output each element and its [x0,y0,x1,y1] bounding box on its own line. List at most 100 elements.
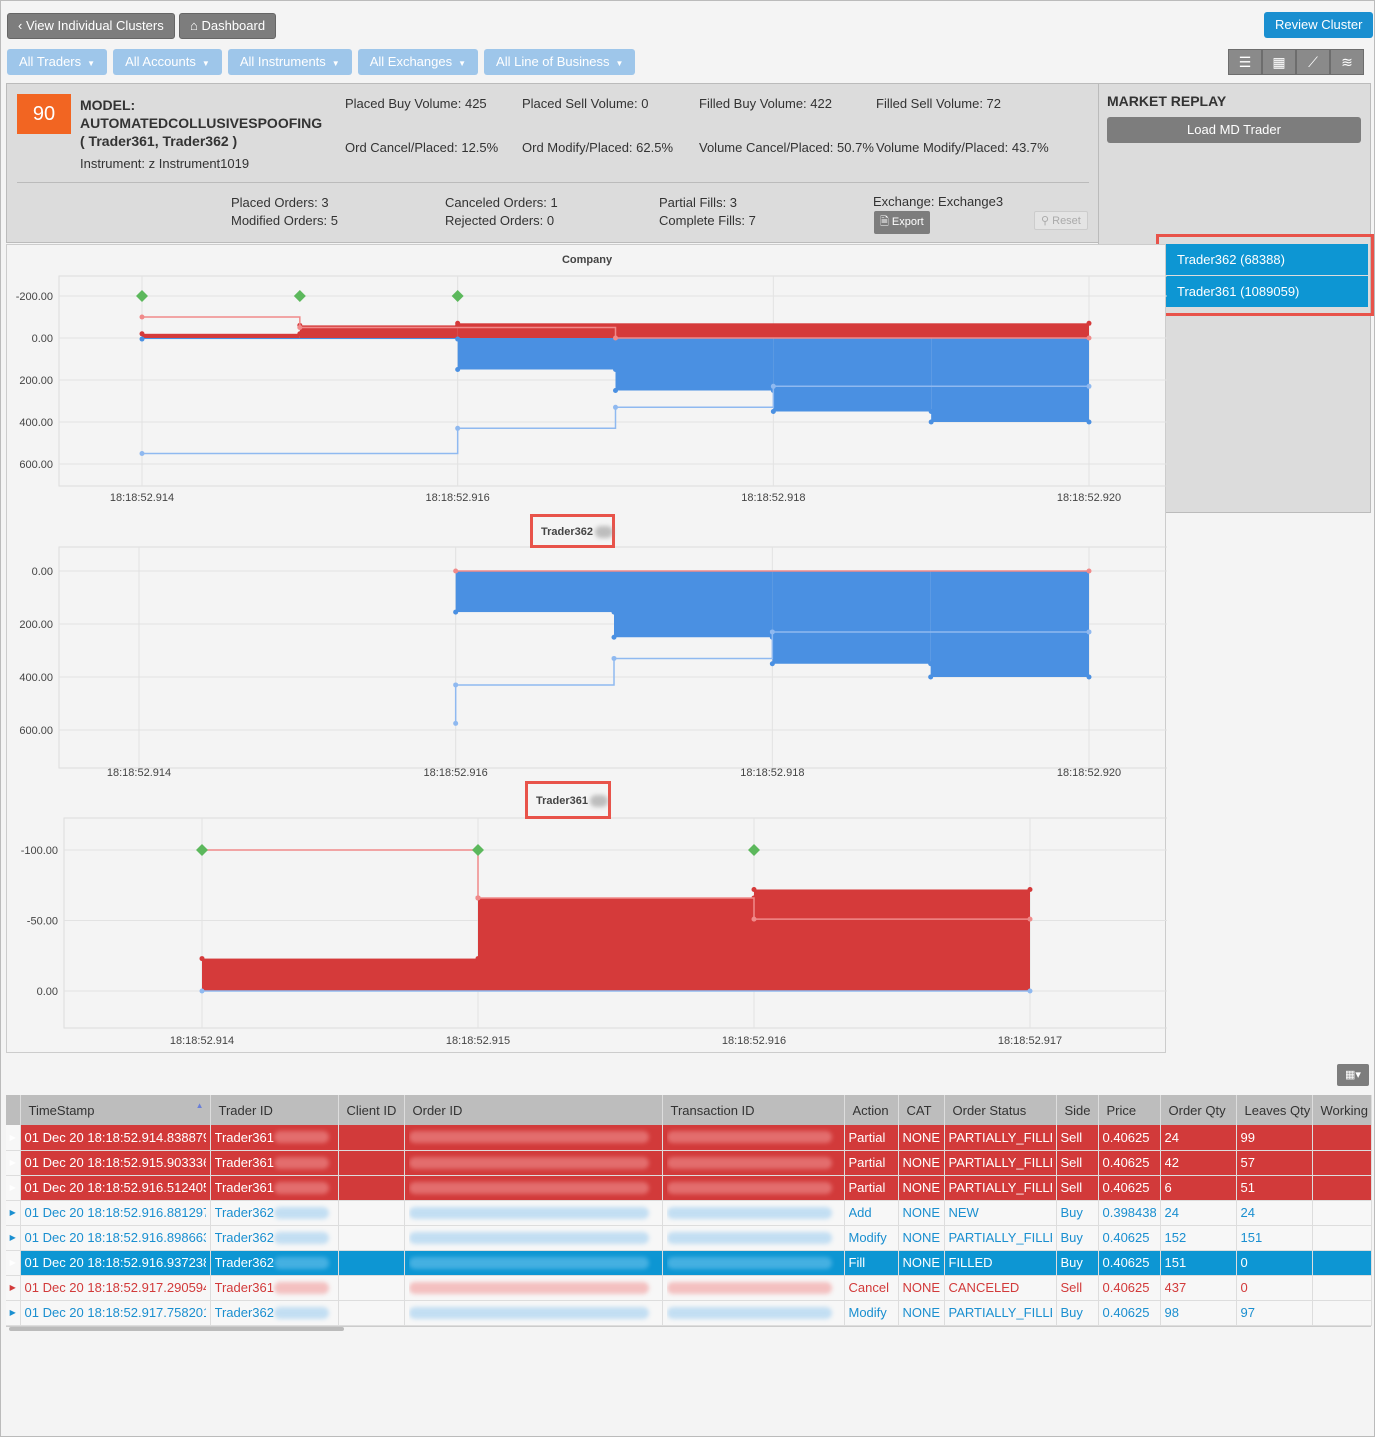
column-header[interactable]: Order Status [944,1095,1057,1125]
cell-content: Buy [1061,1201,1094,1225]
horizontal-scrollbar[interactable] [9,1327,344,1331]
stat: Modified Orders: 5 [231,213,338,228]
trader-item[interactable]: Trader361 (1089059) [1165,276,1368,307]
cell-order [404,1200,663,1226]
cell-content: Fill [849,1251,894,1275]
layers-icon[interactable]: ≋ [1330,49,1364,75]
x-tick-label: 18:18:52.914 [110,492,174,504]
x-tick-label: 18:18:52.918 [741,492,805,504]
sell-line [142,316,1089,339]
caret-down-icon: ▼ [458,59,467,68]
cell-working [1312,1175,1372,1201]
cell-trader: Trader362 [210,1300,339,1326]
column-header[interactable]: TimeStamp ▲ [20,1095,211,1125]
column-header[interactable]: CAT [898,1095,945,1125]
cell-working [1312,1300,1372,1326]
table-row[interactable]: ▶ 01 Dec 20 18:18:52.915.903336 Trader361 P… [6,1150,1372,1176]
cell-content [343,1176,400,1200]
cell-content [1317,1201,1367,1225]
cell-text: 51 [1240,1180,1255,1195]
cell-text: Modify [848,1305,887,1320]
column-header[interactable]: Price [1098,1095,1161,1125]
cell-content: Trader361 [215,1176,334,1200]
list-icon[interactable]: ☰ [1228,49,1262,75]
expand-row-icon[interactable]: ▶ [6,1175,21,1201]
cell-order [404,1250,663,1276]
expand-row-icon[interactable]: ▶ [6,1200,21,1226]
cell-content: Add [849,1201,894,1225]
table-row[interactable]: ▶ 01 Dec 20 18:18:52.916.881297 Trader362 A… [6,1200,1372,1226]
column-header[interactable]: Working [1312,1095,1372,1125]
expand-row-icon[interactable]: ▶ [6,1150,21,1176]
trader-item[interactable]: Trader362 (68388) [1165,244,1368,275]
cell-order [404,1275,663,1301]
expand-row-icon[interactable]: ▶ [6,1225,21,1251]
cell-content: 437 [1165,1276,1232,1300]
sell-area-point [751,886,757,892]
column-header[interactable]: Client ID [338,1095,405,1125]
cell-text: 99 [1240,1129,1255,1145]
chart-plot[interactable]: -200.00 0.00 200.00 400.00 600.00 18:18:52.91… [7,245,1167,515]
load-md-trader-button[interactable]: Load MD Trader [1107,117,1361,143]
cell-trader: Trader361 [210,1150,339,1176]
chart-plot[interactable]: 0.00 200.00 400.00 600.00 18:18:52.914 18:18:… [7,513,1167,783]
review-cluster-button[interactable]: Review Cluster [1264,12,1374,38]
cell-content [408,1251,658,1275]
cell-text: 01 Dec 20 18:18:52.917.290594 [24,1280,206,1295]
reset-button[interactable]: ⚲ Reset [1034,211,1088,230]
cell-text: Trader362 [214,1255,275,1270]
column-header[interactable]: Order Qty [1160,1095,1237,1125]
column-header[interactable]: Leaves Qty [1236,1095,1313,1125]
cell-content: 152 [1165,1226,1232,1250]
export-button[interactable]: 🗎 Export [874,211,930,234]
cell-text: Trader362 [214,1230,275,1245]
cell-text: 01 Dec 20 18:18:52.916.512405 [24,1180,206,1195]
cell-text: PARTIALLY_FILLED [948,1180,1052,1195]
buy-area-point [139,336,145,342]
cell-content [1317,1151,1367,1175]
column-header[interactable]: Transaction ID [662,1095,845,1125]
expand-row-icon[interactable]: ▶ [6,1300,21,1326]
y-tick-label: 200.00 [19,375,53,387]
expand-row-icon[interactable]: ▶ [6,1275,21,1301]
sort-asc-icon[interactable]: ▲ [195,1101,204,1110]
expand-row-icon[interactable]: ▶ [6,1250,21,1276]
cell-text: 97 [1240,1305,1255,1320]
filter-exchanges[interactable]: All Exchanges ▼ [357,49,479,75]
column-chooser-icon[interactable]: ▦▾ [1337,1064,1369,1086]
cell-text: Fill [848,1255,866,1270]
filter-accounts[interactable]: All Accounts ▼ [113,49,222,75]
cell-content [343,1201,400,1225]
dashboard-button[interactable]: ⌂ Dashboard [179,13,277,39]
filter-instruments[interactable]: All Instruments ▼ [227,49,352,75]
column-header[interactable]: Action [844,1095,899,1125]
table-row[interactable]: ▶ 01 Dec 20 18:18:52.917.290594 Trader361 C… [6,1275,1372,1301]
stat: Ord Cancel/Placed: 12.5% [345,140,499,155]
expand-row-icon[interactable]: ▶ [6,1125,21,1151]
filter-label: All Exchanges [369,54,453,69]
cell-client [338,1175,405,1201]
column-header[interactable]: Order ID [404,1095,663,1125]
column-header[interactable]: Trader ID [210,1095,339,1125]
chart-icon[interactable]: ⟋ [1296,49,1330,75]
cell-content: 0.40625 [1103,1301,1156,1325]
table-row[interactable]: ▶ 01 Dec 20 18:18:52.916.937238 Trader362 F… [6,1250,1372,1276]
view-individual-clusters-button[interactable]: ‹ View Individual Clusters [7,13,175,39]
cell-content [408,1301,658,1325]
cell-text: 0.40625 [1102,1255,1150,1270]
cell-content: 0.40625 [1103,1176,1156,1200]
chart-plot[interactable]: -100.00 -50.00 0.00 18:18:52.914 18:18:52.91… [7,783,1167,1053]
cell-text: Partial [848,1129,886,1145]
table-row[interactable]: ▶ 01 Dec 20 18:18:52.914.838879 Trader361 P… [6,1125,1372,1151]
grid-icon[interactable]: ▦ [1262,49,1296,75]
cell-content: NONE [903,1301,940,1325]
cell-cat: NONE [898,1225,945,1251]
filter-line-of-business[interactable]: All Line of Business ▼ [484,49,636,75]
cell-qty: 437 [1160,1275,1237,1301]
column-header[interactable]: Side [1056,1095,1099,1125]
table-row[interactable]: ▶ 01 Dec 20 18:18:52.916.512405 Trader361 P… [6,1175,1372,1201]
table-row[interactable]: ▶ 01 Dec 20 18:18:52.917.758201 Trader362 M… [6,1300,1372,1326]
diamond-marker [748,844,760,856]
table-row[interactable]: ▶ 01 Dec 20 18:18:52.916.898663 Trader362 M… [6,1225,1372,1251]
filter-traders[interactable]: All Traders ▼ [7,49,108,75]
